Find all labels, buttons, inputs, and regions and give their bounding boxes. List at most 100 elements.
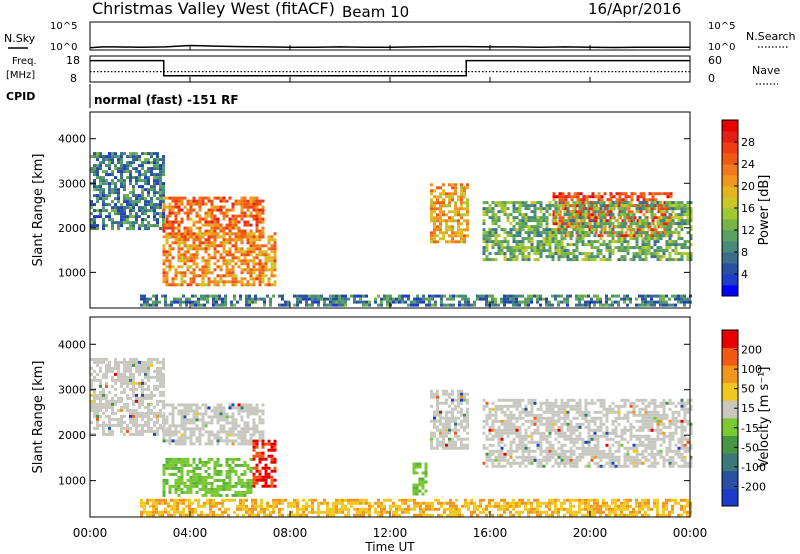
- data-cell: [460, 407, 463, 411]
- data-cell: [482, 219, 486, 223]
- data-cell: [572, 258, 576, 262]
- data-cell: [680, 204, 684, 208]
- data-cell: [494, 431, 498, 435]
- data-cell: [138, 432, 141, 436]
- data-cell: [185, 303, 188, 307]
- data-cell: [162, 366, 165, 370]
- data-cell: [213, 247, 217, 251]
- data-cell: [177, 256, 181, 260]
- data-cell: [671, 201, 675, 205]
- data-cell: [533, 228, 537, 232]
- data-cell: [245, 297, 248, 301]
- data-cell: [168, 268, 172, 272]
- data-cell: [123, 378, 126, 382]
- data-cell: [515, 216, 519, 220]
- data-cell: [590, 225, 594, 229]
- data-cell: [460, 395, 463, 399]
- data-cell: [228, 253, 232, 257]
- data-cell: [570, 204, 574, 208]
- data-cell: [569, 237, 573, 241]
- data-cell: [638, 246, 642, 250]
- data-cell: [524, 216, 528, 220]
- data-cell: [162, 247, 166, 251]
- data-cell: [243, 268, 247, 272]
- data-cell: [198, 196, 202, 200]
- data-cell: [563, 449, 567, 453]
- data-cell: [515, 231, 519, 235]
- data-cell: [433, 419, 436, 423]
- data-cell: [584, 416, 588, 420]
- data-cell: [412, 483, 416, 487]
- data-cell: [506, 404, 510, 408]
- data-cell: [144, 360, 147, 364]
- data-cell: [135, 155, 138, 159]
- data-cell: [593, 201, 597, 205]
- data-cell: [126, 408, 129, 412]
- data-cell: [521, 246, 525, 250]
- data-cell: [140, 297, 143, 301]
- data-cell: [201, 274, 205, 278]
- data-cell: [626, 204, 630, 208]
- data-cell: [195, 436, 199, 440]
- data-cell: [264, 463, 268, 467]
- data-cell: [494, 410, 498, 414]
- data-cell: [120, 206, 123, 210]
- data-cell: [189, 421, 193, 425]
- data-cell: [254, 300, 257, 304]
- data-cell: [240, 403, 244, 407]
- data-cell: [246, 220, 250, 224]
- data-cell: [221, 303, 224, 307]
- data-cell: [249, 466, 253, 470]
- data-cell: [215, 300, 218, 304]
- data-cell: [200, 303, 203, 307]
- data-cell: [177, 211, 181, 215]
- data-cell: [512, 204, 516, 208]
- data-cell: [575, 428, 579, 432]
- data-cell: [144, 176, 147, 180]
- data-cell: [551, 231, 555, 235]
- data-cell: [165, 256, 169, 260]
- data-cell: [264, 253, 268, 257]
- data-cell: [630, 198, 634, 202]
- data-cell: [485, 255, 489, 259]
- data-cell: [201, 223, 205, 227]
- data-cell: [461, 297, 464, 301]
- data-cell: [243, 421, 247, 425]
- data-cell: [168, 196, 172, 200]
- data-cell: [576, 198, 580, 202]
- data-cell: [584, 303, 587, 307]
- data-cell: [171, 457, 175, 461]
- data-cell: [273, 256, 277, 260]
- data-cell: [120, 372, 123, 376]
- data-cell: [560, 401, 564, 405]
- data-cell: [90, 206, 93, 210]
- data-cell: [512, 458, 516, 462]
- data-cell: [270, 448, 274, 452]
- data-cell: [442, 198, 445, 202]
- data-cell: [581, 422, 585, 426]
- data-cell: [548, 204, 552, 208]
- data-cell: [102, 203, 105, 207]
- data-cell: [207, 283, 211, 287]
- data-cell: [186, 238, 190, 242]
- data-cell: [105, 197, 108, 201]
- data-cell: [90, 167, 93, 171]
- data-cell: [117, 155, 120, 159]
- data-cell: [454, 446, 457, 450]
- data-cell: [689, 210, 693, 214]
- colorbar-tick-label: 4: [741, 268, 748, 281]
- data-cell: [648, 225, 652, 229]
- data-cell: [195, 238, 199, 242]
- data-cell: [627, 207, 631, 211]
- data-cell: [466, 443, 469, 447]
- data-cell: [153, 188, 156, 192]
- data-cell: [249, 238, 253, 242]
- data-cell: [587, 204, 591, 208]
- data-cell: [603, 192, 607, 196]
- data-cell: [509, 297, 512, 301]
- data-cell: [578, 237, 582, 241]
- data-cell: [485, 446, 489, 450]
- data-cell: [509, 455, 513, 459]
- data-cell: [644, 234, 648, 238]
- data-cell: [246, 208, 250, 212]
